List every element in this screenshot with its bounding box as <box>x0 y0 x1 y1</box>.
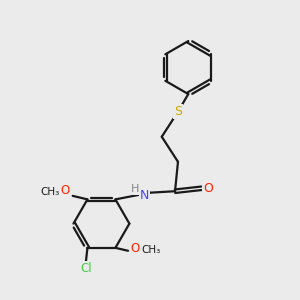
Text: Cl: Cl <box>80 262 92 275</box>
Text: O: O <box>61 184 70 197</box>
Text: O: O <box>130 242 140 255</box>
Text: N: N <box>140 188 149 202</box>
Text: CH₃: CH₃ <box>40 187 60 197</box>
Text: O: O <box>203 182 213 195</box>
Text: H: H <box>130 184 139 194</box>
Text: S: S <box>174 105 182 118</box>
Text: CH₃: CH₃ <box>141 245 161 255</box>
